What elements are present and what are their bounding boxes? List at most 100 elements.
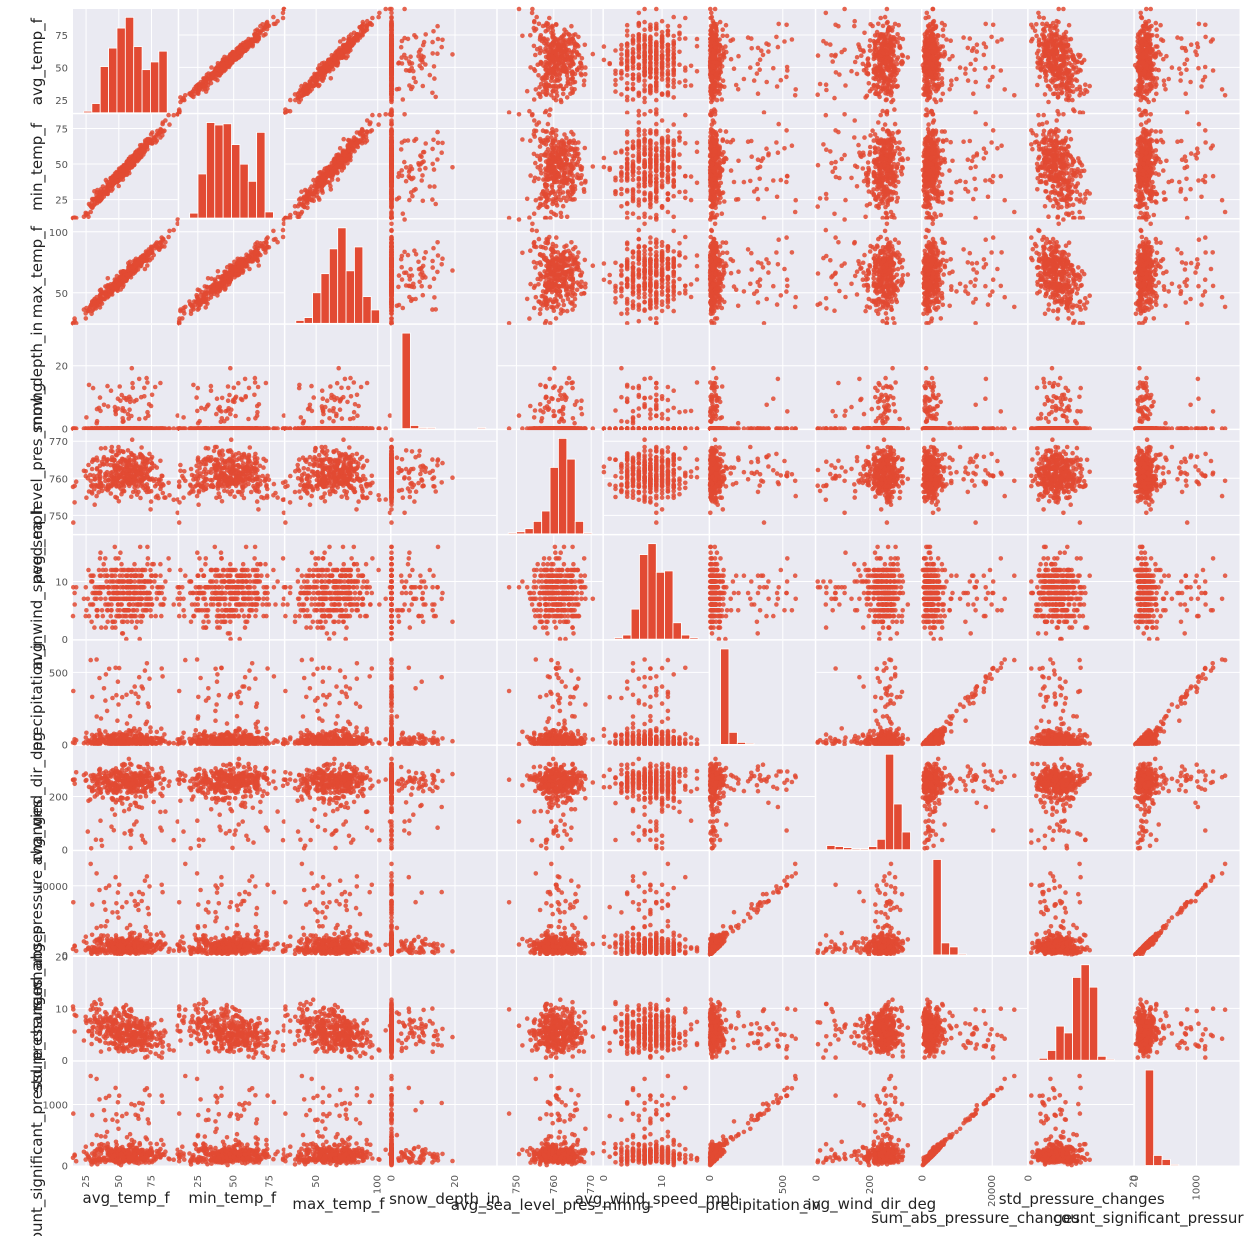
scatter-point xyxy=(273,22,278,27)
scatter-point xyxy=(642,51,647,56)
scatter-point xyxy=(402,36,407,41)
scatter-point xyxy=(725,34,730,39)
scatter-point xyxy=(554,75,559,80)
scatter-point xyxy=(389,84,394,89)
scatter-point xyxy=(637,55,642,60)
scatter-point xyxy=(551,89,556,94)
scatter-point xyxy=(520,34,525,39)
scatter-point xyxy=(784,75,789,80)
scatter-point xyxy=(671,15,676,20)
scatter-point xyxy=(648,109,653,114)
scatter-point xyxy=(271,15,276,20)
scatter-point xyxy=(654,82,659,87)
scatter-point xyxy=(554,23,559,28)
scatter-point xyxy=(212,70,217,75)
scatter-point xyxy=(430,91,435,96)
scatter-point xyxy=(261,33,266,38)
panel-avg_temp_f-vs-avg_wind_speed_mph xyxy=(602,7,709,115)
scatter-point xyxy=(532,20,537,25)
scatter-point xyxy=(528,33,533,38)
scatter-point xyxy=(613,78,618,83)
scatter-point xyxy=(775,84,780,89)
scatter-point xyxy=(432,64,437,69)
scatter-point xyxy=(736,54,741,59)
scatter-point xyxy=(648,54,653,59)
scatter-point xyxy=(677,37,682,42)
scatter-point xyxy=(784,23,789,28)
scatter-point xyxy=(631,51,636,56)
scatter-point xyxy=(654,32,659,37)
scatter-point xyxy=(329,76,334,81)
scatter-point xyxy=(561,92,566,97)
scatter-point xyxy=(625,53,630,58)
scatter-point xyxy=(525,89,530,94)
scatter-point xyxy=(746,35,751,40)
scatter-point xyxy=(660,34,665,39)
scatter-point xyxy=(648,70,653,75)
scatter-point xyxy=(666,33,671,38)
scatter-point xyxy=(631,55,636,60)
scatter-point xyxy=(432,76,437,81)
scatter-point xyxy=(742,77,747,82)
scatter-point xyxy=(550,34,555,39)
scatter-point xyxy=(782,39,787,44)
scatter-point xyxy=(571,33,576,38)
scatter-point xyxy=(399,45,404,50)
scatter-point xyxy=(408,54,413,59)
scatter-point xyxy=(399,55,404,60)
scatter-point xyxy=(517,7,522,12)
scatter-point xyxy=(666,84,671,89)
scatter-point xyxy=(219,68,224,73)
scatter-point xyxy=(547,16,552,21)
scatter-point xyxy=(562,54,567,59)
scatter-point xyxy=(683,78,688,83)
scatter-point xyxy=(576,35,581,40)
scatter-point xyxy=(736,87,741,92)
scatter-point xyxy=(544,81,549,86)
scatter-point xyxy=(351,41,356,46)
scatter-point xyxy=(541,63,546,68)
scatter-point xyxy=(288,98,293,103)
scatter-point xyxy=(695,69,700,74)
scatter-point xyxy=(631,38,636,43)
scatter-point xyxy=(713,7,718,12)
scatter-point xyxy=(671,63,676,68)
scatter-point xyxy=(407,68,412,73)
scatter-point xyxy=(637,92,642,97)
scatter-point xyxy=(721,34,726,39)
scatter-point xyxy=(631,47,636,52)
scatter-point xyxy=(322,61,327,66)
scatter-point xyxy=(357,25,362,30)
scatter-point xyxy=(183,93,188,98)
scatter-point xyxy=(666,29,671,34)
scatter-point xyxy=(619,62,624,67)
scatter-point xyxy=(625,23,630,28)
scatter-point xyxy=(749,46,754,51)
scatter-point xyxy=(338,55,343,60)
panel-avg_temp_f-vs-avg_temp_f xyxy=(73,9,178,113)
scatter-point xyxy=(543,29,548,34)
scatter-point xyxy=(654,41,659,46)
scatter-point xyxy=(423,62,428,67)
scatter-point xyxy=(530,7,535,12)
scatter-point xyxy=(724,23,729,28)
scatter-point xyxy=(683,84,688,89)
scatter-point xyxy=(683,68,688,73)
scatter-point xyxy=(389,55,394,60)
scatter-point xyxy=(642,60,647,65)
scatter-point xyxy=(536,91,541,96)
scatter-point xyxy=(428,73,433,78)
scatter-point xyxy=(435,51,440,56)
scatter-point xyxy=(689,64,694,69)
scatter-point xyxy=(431,29,436,34)
scatter-point xyxy=(762,110,767,115)
panel-avg_temp_f-vs-min_temp_f xyxy=(177,7,286,115)
scatter-point xyxy=(549,93,554,98)
scatter-point xyxy=(579,73,584,78)
scatter-point xyxy=(776,45,781,50)
scatter-point xyxy=(602,58,607,63)
scatter-point xyxy=(666,69,671,74)
scatter-point xyxy=(553,79,558,84)
scatter-point xyxy=(541,24,546,29)
scatter-point xyxy=(400,61,405,66)
